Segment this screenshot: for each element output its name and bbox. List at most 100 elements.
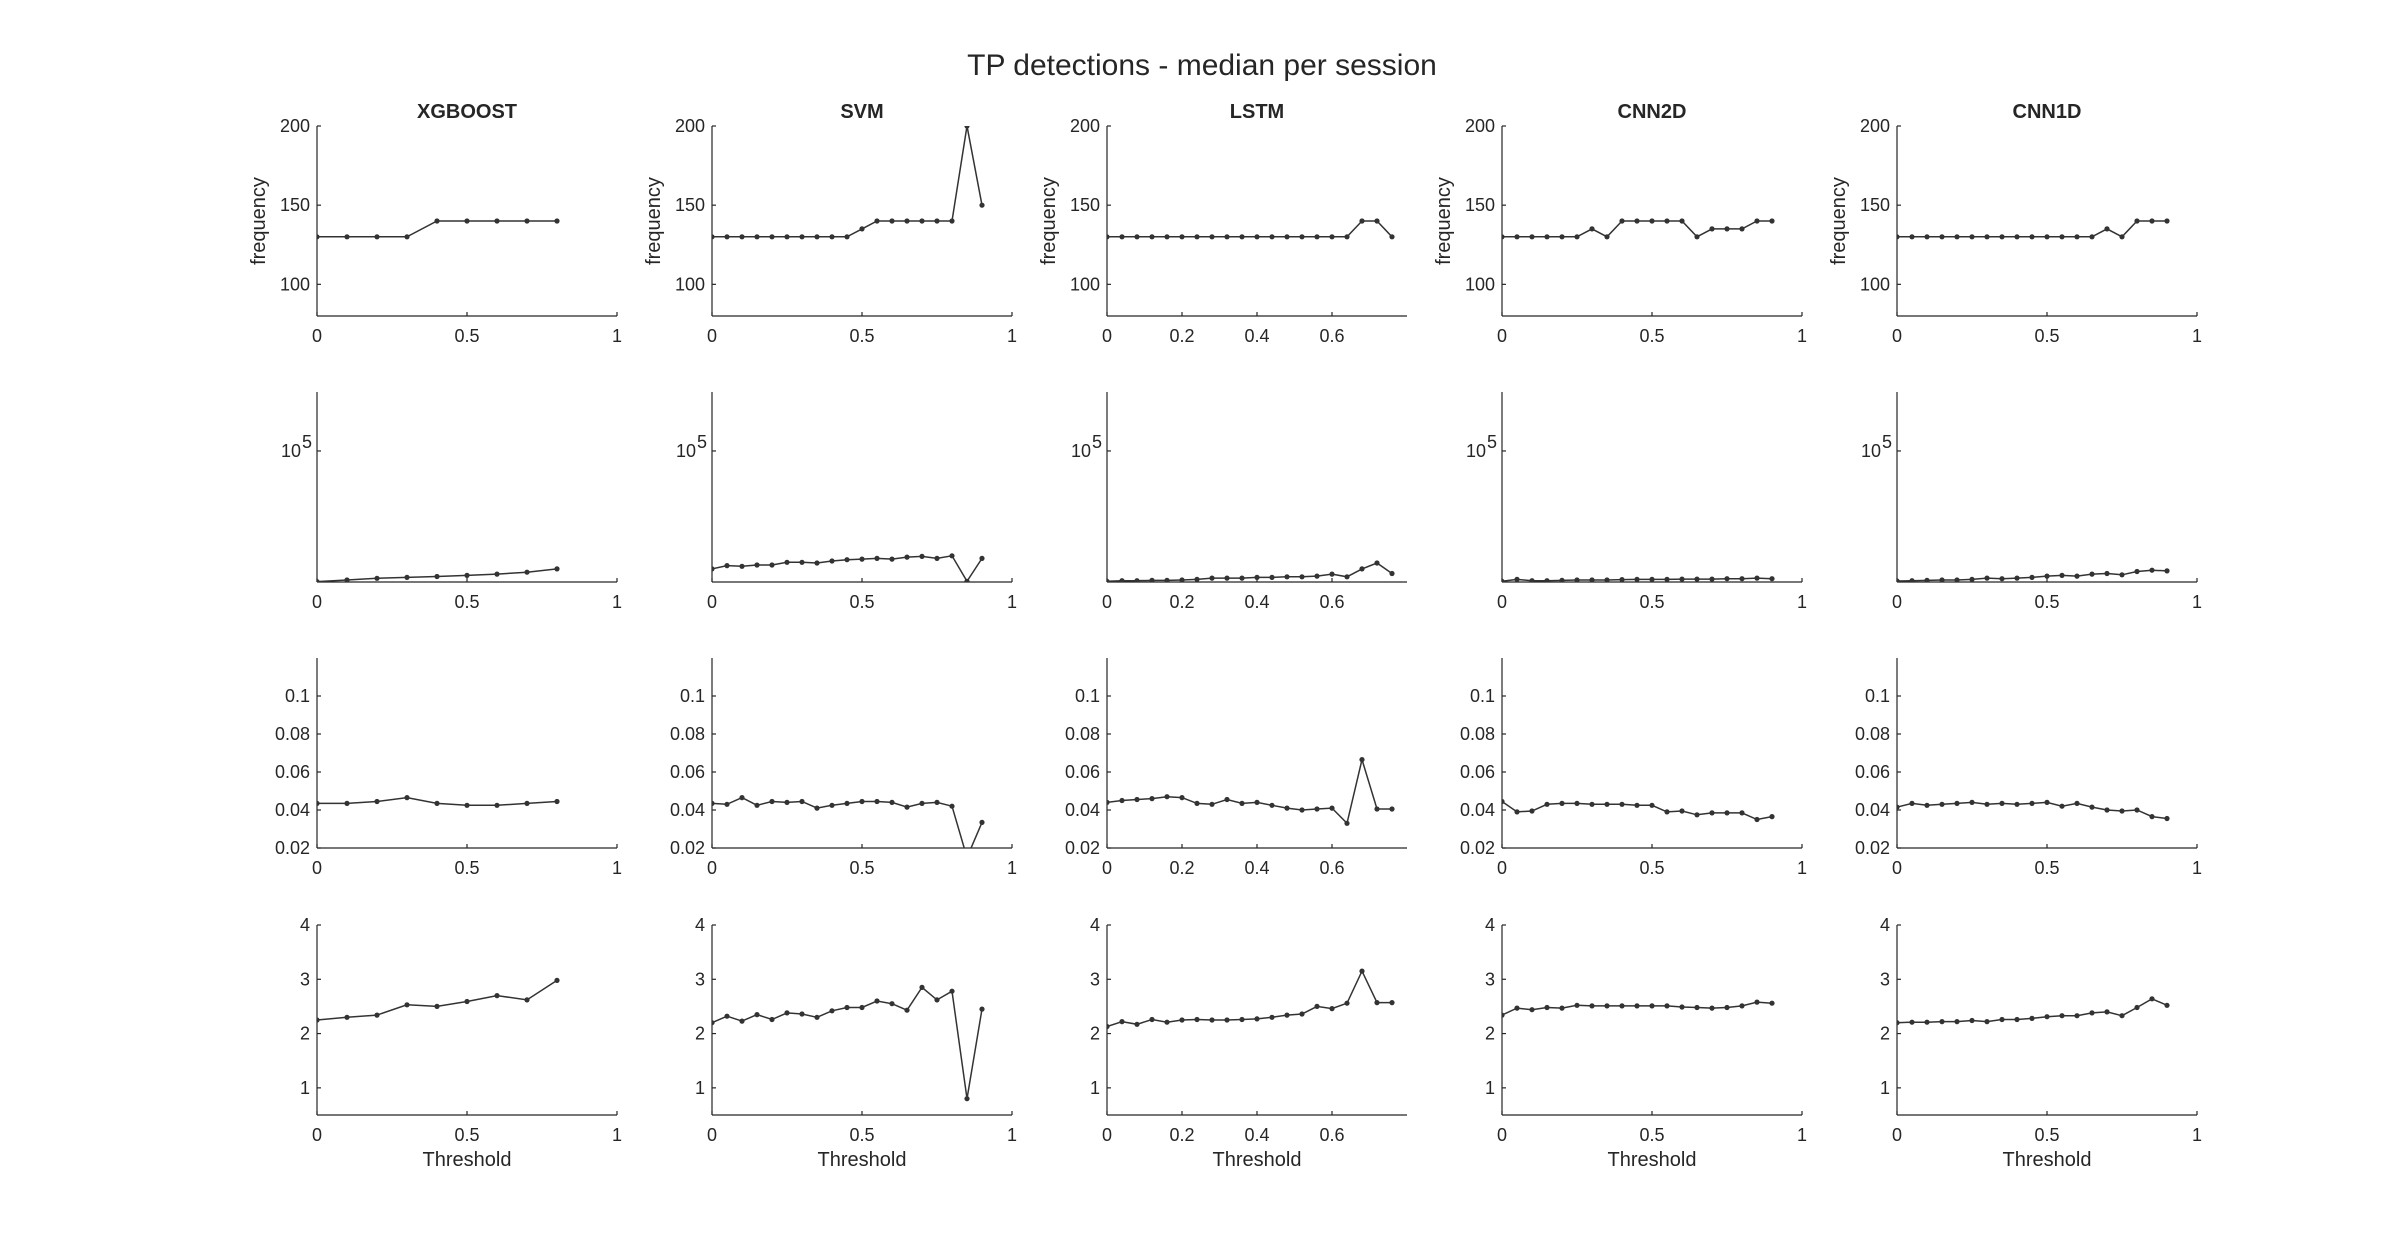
data-point [1502,234,1505,240]
data-point [1897,804,1900,810]
data-point [374,798,380,805]
x-tick-label: 0.4 [1244,1125,1269,1145]
data-point [1299,1011,1305,1017]
data-point [374,234,380,240]
data-point [2089,571,2095,577]
x-tick-label: 0 [312,592,322,612]
data-point [2044,573,2050,579]
data-point [2014,1016,2020,1023]
data-point [1149,234,1155,240]
series-group [1502,999,1775,1018]
data-point [2149,996,2155,1002]
series-line [712,986,983,1099]
x-tick-label: 0.5 [849,592,874,612]
y-tick-label: 0.02 [670,838,705,858]
y-tick-label: 200 [280,116,310,136]
data-point [2014,575,2020,581]
data-point [1502,798,1505,805]
x-tick-label: 1 [1797,592,1807,612]
data-point [1619,577,1625,582]
data-point [1254,799,1260,806]
data-point [1924,1019,1930,1025]
data-point [1502,1012,1505,1018]
y-tick-label: 2 [300,1024,310,1044]
data-point [1664,809,1670,815]
data-point [904,804,910,810]
data-point [1604,801,1610,807]
data-point [799,798,805,805]
y-tick-label: 0.04 [1460,800,1495,820]
data-point [1604,234,1610,240]
data-point [2059,803,2065,809]
data-point [814,234,820,240]
data-point [799,234,805,240]
data-point [769,234,775,240]
data-point [434,800,440,807]
subplot-r3c2: 0 0.2 0.4 0.6 1 2 3 4 Threshold [1090,915,1407,1171]
y-tick-label: 0.1 [285,686,310,706]
data-point [1514,1005,1520,1011]
x-tick-label: 1 [1797,1125,1807,1145]
data-point [1344,1000,1350,1006]
data-point [2089,234,2095,240]
subplot-r2c1: 0 0.5 1 0.02 0.04 0.06 0.08 0.1 [670,658,1017,878]
data-point [1164,1019,1170,1025]
data-point [1119,1019,1125,1025]
x-tick-label: 1 [612,326,622,346]
data-point [1314,573,1320,579]
data-point [1739,1003,1745,1009]
x-tick-label: 0.5 [2034,1125,2059,1145]
data-point [1119,578,1125,582]
data-point [1329,1006,1335,1012]
data-point [1284,574,1290,580]
data-point [1284,805,1290,811]
x-tick-label: 0.5 [454,326,479,346]
y-tick-label: 4 [1485,915,1495,935]
y-tick-label: 3 [695,969,705,989]
data-point [1664,576,1670,582]
data-point [754,562,760,568]
data-point [1754,999,1760,1005]
data-point [1284,1012,1290,1018]
y-tick-label: 3 [300,969,310,989]
data-point [1514,576,1520,582]
data-point [1194,800,1200,807]
subplot-r1c4: 0 0.5 1 10 5 [1861,392,2202,612]
y-tick-label: 1 [300,1078,310,1098]
data-point [344,234,350,240]
data-point [2164,815,2170,822]
data-point [1134,234,1140,240]
y-tick-label: 4 [300,915,310,935]
data-point [1897,234,1900,240]
subplot-r1c0: 0 0.5 1 10 5 [281,392,622,612]
data-point [1239,1016,1245,1023]
figure-title: TP detections - median per session [967,49,1437,82]
data-point [829,558,835,564]
data-point [712,234,715,240]
data-point [829,1008,835,1014]
y-tick-label: 4 [695,915,705,935]
data-point [724,563,730,569]
data-point [1119,797,1125,804]
data-point [1589,226,1595,232]
data-point [1999,234,2005,240]
data-point [964,126,970,129]
series-group [1107,560,1395,582]
data-point [1984,801,1990,807]
data-point [784,559,790,565]
data-point [784,799,790,806]
data-point [1107,578,1110,582]
y-tick-label: 200 [1070,116,1100,136]
data-point [844,800,850,807]
y-tick-label: 2 [1090,1024,1100,1044]
data-point [1954,1019,1960,1025]
data-point [1254,234,1260,240]
x-tick-label: 1 [1797,858,1807,878]
series-line [1107,756,1392,825]
x-axis-label: Threshold [818,1149,907,1171]
data-point [934,997,940,1003]
x-tick-label: 0.4 [1244,858,1269,878]
subplot-r0c4: 0 0.5 1 100 150 200 CNN1D frequency [1828,101,2202,346]
x-tick-label: 0.2 [1169,858,1194,878]
x-tick-label: 1 [1007,1125,1017,1145]
